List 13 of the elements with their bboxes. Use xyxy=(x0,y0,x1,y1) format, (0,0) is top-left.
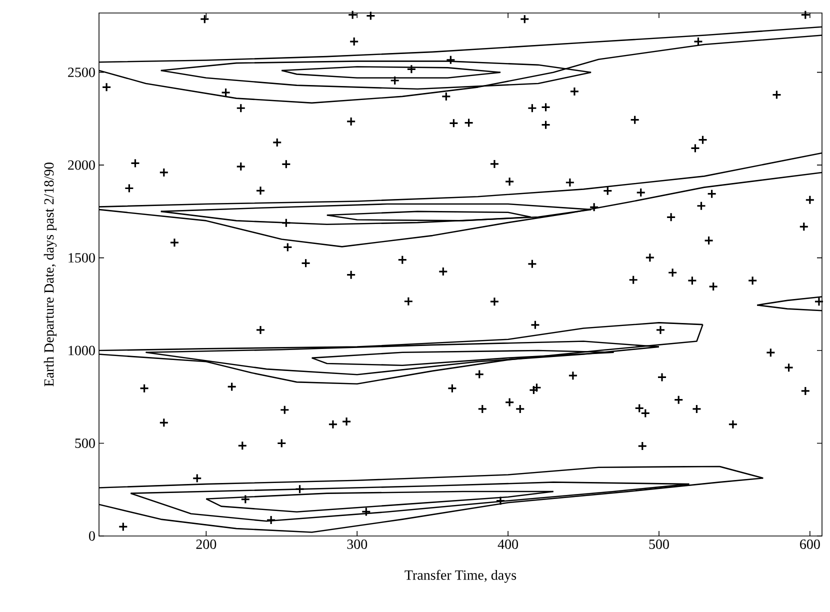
x-axis-title: Transfer Time, days xyxy=(404,570,516,583)
y-tick-label: 500 xyxy=(75,438,95,448)
y-tick-label: 0 xyxy=(89,531,95,541)
x-tick-label: 500 xyxy=(649,540,669,549)
y-axis-title: Earth Departure Date, days past 2/18/90 xyxy=(44,162,57,386)
y-tick-label: 1000 xyxy=(68,346,95,356)
y-tick-label: 2000 xyxy=(68,160,95,170)
x-tick-label: 300 xyxy=(347,540,368,549)
x-tick-label: 400 xyxy=(498,540,518,549)
x-tick-label: 200 xyxy=(196,540,216,549)
y-tick-label: 2500 xyxy=(68,68,95,78)
x-tick-label: 600 xyxy=(800,540,820,549)
y-tick-label: 1500 xyxy=(68,253,95,263)
